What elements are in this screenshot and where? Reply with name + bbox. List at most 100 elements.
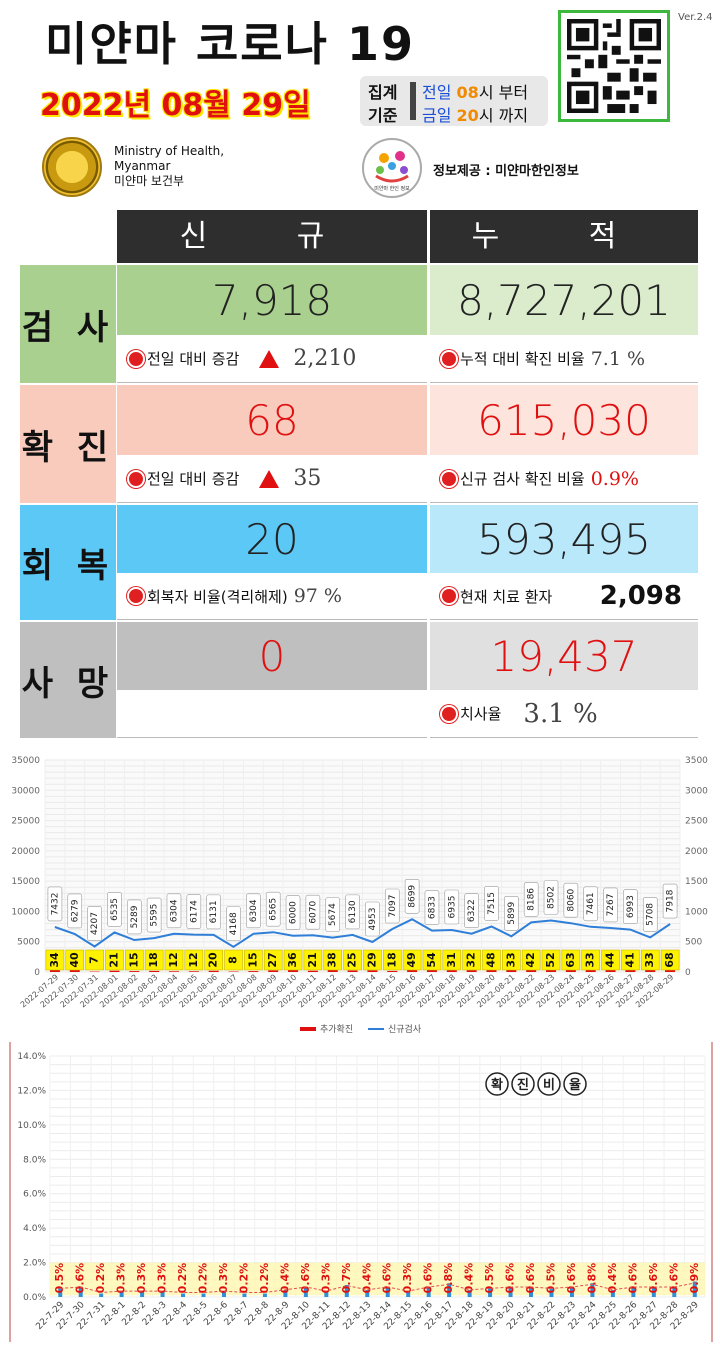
test-label-box bbox=[424, 890, 440, 925]
row-label-recovered: 회 복 bbox=[20, 505, 116, 620]
test-total-value: 8,727,201 bbox=[430, 265, 698, 335]
case-data-label: 48 bbox=[484, 952, 497, 967]
case-data-label: 18 bbox=[385, 952, 398, 967]
rate-data-label: 0.3% bbox=[156, 1263, 169, 1294]
test-data-label: 7515 bbox=[487, 892, 497, 915]
test-data-label: 6535 bbox=[110, 898, 120, 921]
test-data-label: 4168 bbox=[229, 912, 239, 935]
case-label-box bbox=[382, 949, 402, 971]
test-label-box bbox=[67, 893, 83, 929]
ministry-name: Ministry of Health, Myanmar 미얀마 보건부 bbox=[114, 144, 224, 189]
case-bar bbox=[288, 969, 299, 972]
rate-data-label: 0.6% bbox=[626, 1263, 639, 1294]
rate-bar bbox=[549, 1288, 554, 1297]
test-label-box bbox=[404, 879, 420, 914]
virus-icon bbox=[129, 589, 143, 603]
rate-data-label: 0.7% bbox=[340, 1263, 353, 1294]
rate-bar bbox=[406, 1291, 411, 1297]
period-from-suffix: 시 부터 bbox=[478, 83, 529, 102]
case-label-box bbox=[263, 949, 283, 971]
rate-data-label: 0.9% bbox=[688, 1263, 701, 1294]
y-axis-tick: 0.0% bbox=[23, 1293, 46, 1303]
case-bar bbox=[268, 970, 279, 972]
rate-bar bbox=[365, 1290, 370, 1297]
period-to-suffix: 시 까지 bbox=[478, 106, 529, 125]
case-bar bbox=[645, 970, 656, 972]
rate-bar bbox=[181, 1293, 186, 1297]
test-data-label: 8060 bbox=[566, 888, 576, 911]
period-from-hour: 08 bbox=[456, 83, 479, 102]
test-data-label: 5708 bbox=[646, 903, 656, 926]
test-label-box bbox=[305, 894, 321, 930]
chart-title-char: 비 bbox=[543, 1078, 555, 1093]
case-bar bbox=[585, 970, 596, 972]
confirmed-diff: 전일 대비 증감 35 bbox=[117, 455, 427, 503]
qr-code-icon bbox=[567, 19, 661, 113]
rate-data-label: 0.5% bbox=[483, 1263, 496, 1294]
rate-bar bbox=[324, 1291, 329, 1297]
test-data-label: 6174 bbox=[189, 900, 199, 923]
test-ratio-label: 누적 대비 확진 비율 bbox=[460, 350, 585, 368]
rate-data-label: 0.6% bbox=[299, 1263, 312, 1294]
case-bar bbox=[188, 971, 199, 972]
test-diff-label: 전일 대비 증감 bbox=[147, 350, 240, 368]
left-axis-tick: 35000 bbox=[11, 756, 40, 766]
left-axis-tick: 5000 bbox=[17, 938, 40, 948]
title-badge bbox=[537, 1072, 561, 1096]
case-data-label: 18 bbox=[147, 952, 160, 967]
source-logo-icon: 미얀마 한인 정보 bbox=[362, 138, 422, 198]
test-new-value: 7,918 bbox=[117, 265, 427, 335]
case-label-box bbox=[244, 949, 263, 971]
case-bar bbox=[307, 970, 318, 972]
chart-title-char: 율 bbox=[569, 1077, 581, 1093]
case-data-label: 21 bbox=[107, 952, 120, 967]
test-label-box bbox=[345, 894, 360, 930]
test-ratio-value: 7.1 % bbox=[590, 347, 646, 370]
page-title: 미얀마 코로나 19 bbox=[45, 17, 415, 71]
active-cases-label: 현재 치료 환자 bbox=[460, 587, 553, 606]
rate-data-label: 0.3% bbox=[401, 1263, 414, 1294]
test-ratio: 누적 대비 확진 비율 7.1 % bbox=[430, 335, 698, 383]
rate-bar bbox=[426, 1286, 431, 1297]
test-diff-value: 2,210 bbox=[293, 346, 357, 371]
version-label: Ver.2.4 bbox=[678, 12, 713, 23]
test-data-label: 6131 bbox=[209, 900, 219, 923]
case-bar bbox=[466, 970, 477, 972]
deaths-total-value: 19,437 bbox=[430, 622, 698, 690]
rate-bar bbox=[140, 1291, 145, 1297]
virus-icon bbox=[442, 471, 456, 486]
test-data-label: 6304 bbox=[169, 899, 179, 922]
deaths-empty-cell bbox=[117, 690, 427, 738]
rate-bar bbox=[447, 1283, 452, 1297]
right-axis-tick: 1000 bbox=[685, 907, 708, 917]
qr-code[interactable] bbox=[558, 10, 670, 122]
rate-bar bbox=[385, 1286, 390, 1297]
label-band bbox=[50, 1262, 705, 1296]
left-axis-tick: 25000 bbox=[11, 817, 40, 827]
test-data-label: 5595 bbox=[150, 904, 160, 927]
left-axis-tick: 20000 bbox=[11, 847, 40, 857]
ministry-seal-icon bbox=[42, 137, 102, 197]
rate-bar bbox=[242, 1293, 247, 1297]
confirmed-new-value: 68 bbox=[117, 385, 427, 455]
case-bar bbox=[486, 969, 497, 972]
case-data-label: 68 bbox=[663, 952, 676, 967]
case-label-box bbox=[204, 949, 223, 971]
case-label-box bbox=[442, 949, 462, 971]
period-to-hour: 20 bbox=[456, 106, 479, 125]
rate-bar bbox=[283, 1290, 288, 1297]
tests-line bbox=[54, 918, 671, 948]
case-data-label: 15 bbox=[127, 952, 140, 967]
aggregation-period: 집계 기준 전일 08시 부터 금일 20시 까지 bbox=[360, 76, 548, 126]
rate-trend-line bbox=[60, 1282, 695, 1294]
case-data-label: 33 bbox=[504, 952, 517, 967]
case-data-label: 15 bbox=[246, 952, 259, 967]
case-data-label: 36 bbox=[286, 952, 299, 968]
y-axis-tick: 12.0% bbox=[17, 1086, 46, 1096]
rate-data-label: 0.6% bbox=[422, 1263, 435, 1294]
case-bar bbox=[248, 971, 259, 972]
case-data-label: 27 bbox=[266, 952, 279, 967]
test-label-box bbox=[265, 891, 281, 927]
rate-data-label: 0.3% bbox=[217, 1263, 230, 1294]
chart-title-char: 진 bbox=[517, 1077, 529, 1093]
